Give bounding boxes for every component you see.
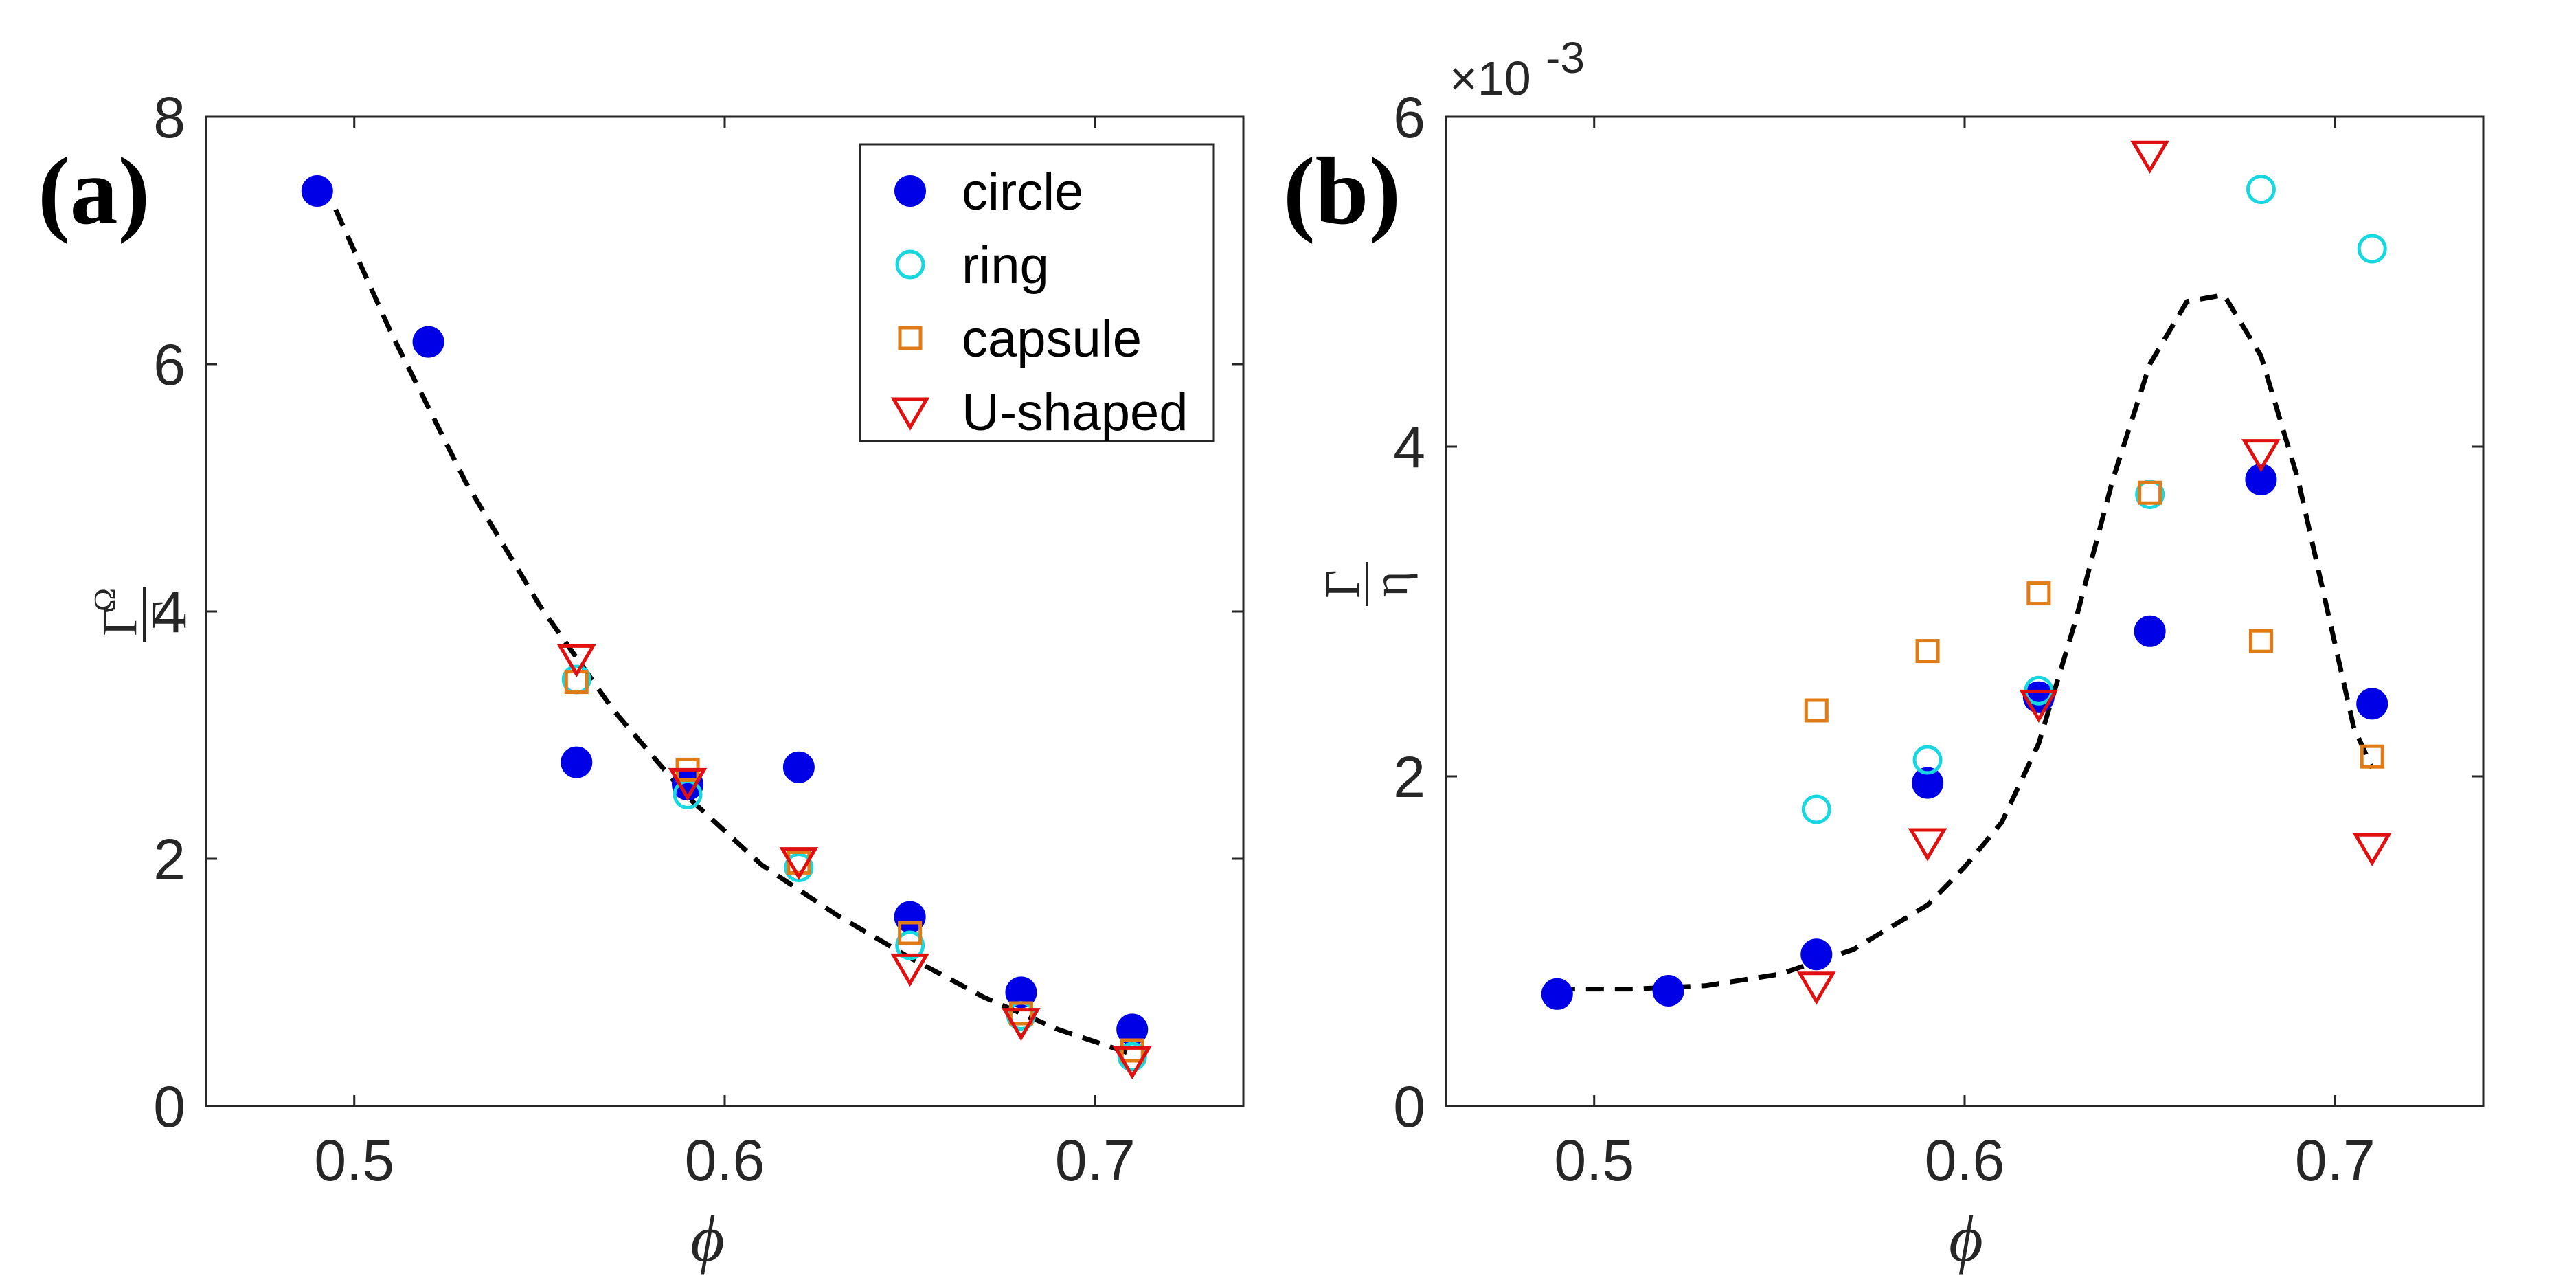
panel-a-point-circle: [1005, 976, 1037, 1009]
panel-b-y-multiplier-base: ×10: [1449, 52, 1531, 105]
panel-b: 0.5 0.6 0.7 0 2 4 6 (b) ϕ Γ η ×10 -3: [1283, 33, 2485, 1275]
panel-a-xtick-label: 0.7: [1055, 1128, 1136, 1193]
panel-b-ytick-label: 2: [1393, 745, 1425, 809]
panel-b-point-ring: [2357, 234, 2387, 264]
panel-a-series-u-shaped: [556, 644, 1152, 1080]
panel-a-label: (a): [38, 138, 150, 245]
panel-b-xtick-label: 0.5: [1554, 1128, 1634, 1193]
panel-a-point-circle: [561, 746, 593, 778]
panel-b-point-u-shaped: [2241, 439, 2281, 473]
panel-b-label: (b): [1283, 138, 1401, 245]
panel-b-point-capsule: [2138, 480, 2162, 505]
panel-a-point-circle: [412, 326, 444, 358]
legend-items: circle ring capsule U-shaped: [890, 163, 1188, 442]
panel-a-ytick-label: 2: [153, 827, 185, 892]
panel-a-point-u-shaped: [890, 953, 930, 987]
panel-a-ytick-label: 0: [153, 1075, 185, 1139]
panel-b-point-ring: [1912, 745, 1943, 775]
legend: circle ring capsule U-shaped: [859, 143, 1215, 442]
panel-b-series-circle: [1541, 464, 2388, 1010]
panel-a: 0.5 0.6 0.7 0 2 4 6 8 (a) ϕ Γ Ω Γ circle ring cap…: [38, 85, 1245, 1275]
legend-marker-capsule: [898, 326, 923, 350]
legend-label-ring: ring: [962, 236, 1049, 295]
panel-b-y-multiplier-exponent: -3: [1546, 33, 1585, 82]
panel-a-point-ring: [895, 930, 925, 960]
panel-a-ylabel-superscript: Ω: [87, 588, 122, 611]
panel-b-axes-box: [1445, 115, 2485, 1107]
panel-b-xlabel: ϕ: [1949, 1202, 1983, 1275]
panel-b-point-capsule: [2248, 629, 2273, 653]
panel-a-series-circle: [301, 175, 1149, 1046]
panel-a-point-u-shaped: [779, 847, 819, 881]
panel-a-ylabel: Γ Ω Γ: [87, 587, 196, 642]
legend-label-capsule: capsule: [962, 310, 1142, 368]
panel-a-point-capsule: [1120, 1038, 1144, 1063]
panel-a-xtick-label: 0.6: [685, 1128, 765, 1193]
panel-a-points: [301, 175, 1152, 1080]
panel-b-series-capsule: [1804, 480, 2384, 769]
panel-b-points: [1541, 140, 2392, 1010]
legend-label-u-shaped: U-shaped: [962, 383, 1188, 442]
panel-b-point-u-shaped: [2352, 833, 2392, 866]
panel-a-xlabel: ϕ: [690, 1202, 725, 1275]
panel-b-point-u-shaped: [1908, 828, 1947, 862]
panel-b-xtick-label: 0.6: [1925, 1128, 2005, 1193]
panel-b-ytick-label: 4: [1393, 415, 1425, 480]
panel-b-ylabel-numerator: Γ: [1315, 570, 1370, 598]
panel-a-xtick-label: 0.5: [314, 1128, 394, 1193]
legend-marker-ring: [895, 249, 925, 280]
panel-a-point-circle: [782, 751, 815, 783]
panel-a-fit-curve: [333, 208, 1133, 1057]
panel-b-point-ring: [2246, 175, 2276, 205]
panel-b-point-circle: [1541, 978, 1573, 1010]
panel-b-point-u-shaped: [2019, 689, 2059, 723]
panel-a-ytick-label: 6: [153, 333, 185, 397]
panel-b-ylabel-denominator: η: [1363, 571, 1418, 597]
panel-b-point-circle: [2134, 615, 2166, 647]
legend-marker-u-shaped: [890, 397, 930, 431]
panel-b-point-circle: [2356, 688, 2388, 720]
legend-label-circle: circle: [962, 163, 1083, 221]
panel-b-ticks: 0.5 0.6 0.7 0 2 4 6: [1393, 85, 2483, 1193]
panel-a-point-capsule: [898, 921, 923, 945]
panel-b-point-capsule: [2360, 744, 2384, 769]
panel-a-point-u-shaped: [668, 767, 708, 802]
panel-a-ylabel-denominator: Γ: [142, 600, 196, 629]
legend-marker-circle: [894, 175, 926, 207]
panel-b-series-u-shaped: [1796, 140, 2392, 1005]
panel-b-point-u-shaped: [1796, 971, 1836, 1005]
panel-a-point-ring: [784, 853, 814, 883]
panel-b-point-ring: [1801, 794, 1831, 824]
panel-a-ytick-label: 8: [153, 85, 185, 150]
panel-a-point-circle: [301, 175, 333, 207]
panel-b-ytick-label: 6: [1393, 85, 1425, 150]
panel-b-point-circle: [1652, 975, 1684, 1007]
panel-b-y-multiplier: ×10 -3: [1449, 33, 1585, 105]
panel-b-xtick-label: 0.7: [2295, 1128, 2375, 1193]
panel-a-fit-curve-group: [333, 208, 1133, 1057]
panel-b-ytick-label: 0: [1393, 1075, 1425, 1139]
panel-a-point-u-shaped: [556, 644, 596, 678]
panel-a-point-u-shaped: [1112, 1046, 1152, 1080]
panel-a-ylabel-numerator: Γ: [92, 607, 147, 636]
panel-b-point-u-shaped: [2130, 140, 2170, 174]
panel-b-point-circle: [1912, 767, 1944, 799]
panel-a-point-u-shaped: [1002, 1008, 1041, 1042]
panel-b-ylabel: Γ η: [1315, 562, 1418, 606]
panel-a-point-capsule: [1008, 1001, 1033, 1026]
panel-b-point-capsule: [1915, 639, 1940, 664]
panel-b-point-circle: [2245, 464, 2277, 495]
panel-b-point-capsule: [2026, 581, 2051, 606]
panel-a-ytick-label: 4: [153, 580, 185, 644]
panel-a-ticks: 0.5 0.6 0.7 0 2 4 6 8: [153, 85, 1243, 1193]
panel-b-point-circle: [1800, 938, 1833, 971]
panel-b-point-capsule: [1804, 698, 1829, 723]
